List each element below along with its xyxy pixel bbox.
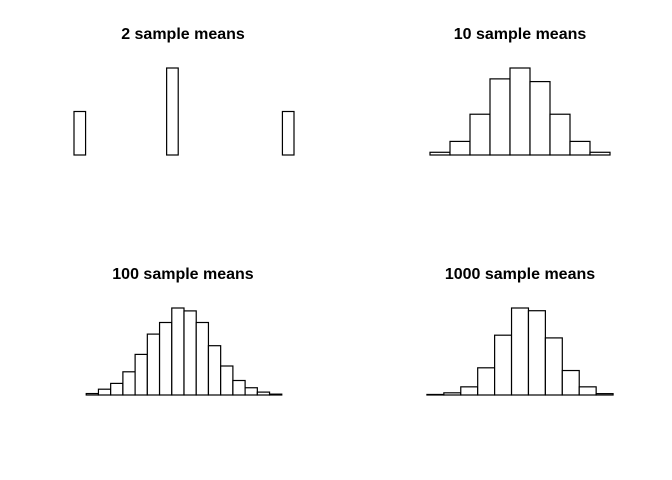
histogram-bar bbox=[527, 310, 546, 396]
histogram-bar bbox=[97, 388, 112, 396]
histogram-bar bbox=[595, 393, 614, 396]
panel-title: 1000 sample means bbox=[445, 266, 595, 283]
histogram-bar bbox=[569, 140, 591, 156]
histogram-bar bbox=[134, 353, 148, 396]
panel-title: 10 sample means bbox=[454, 26, 587, 43]
histogram-bar bbox=[166, 67, 179, 156]
histogram-bar bbox=[158, 321, 173, 396]
histogram-bar bbox=[207, 345, 222, 396]
panel-title: 2 sample means bbox=[121, 26, 245, 43]
histogram-bar bbox=[529, 80, 551, 156]
histogram-bar bbox=[494, 334, 513, 396]
histogram-bar bbox=[232, 379, 246, 396]
histogram-bar bbox=[195, 321, 210, 396]
panel-10-sample-means: 10 sample means bbox=[429, 26, 611, 156]
panel-100-sample-means: 100 sample means bbox=[85, 266, 283, 396]
histogram-bar bbox=[85, 392, 100, 396]
histogram-bar bbox=[220, 365, 234, 396]
histogram-bar bbox=[477, 367, 496, 396]
histogram-bar bbox=[146, 333, 161, 396]
histogram-bar bbox=[549, 113, 571, 156]
panel-1000-sample-means: 1000 sample means bbox=[426, 266, 614, 396]
histogram-bar bbox=[510, 307, 530, 396]
histogram-bar bbox=[122, 371, 136, 396]
histogram-bar bbox=[281, 110, 295, 156]
histogram-bar bbox=[256, 391, 271, 396]
histogram-bar bbox=[110, 382, 124, 396]
histogram-bar bbox=[183, 310, 197, 396]
histogram-bar bbox=[426, 393, 445, 396]
panel-2-sample-means: 2 sample means bbox=[73, 26, 295, 156]
panel-title: 100 sample means bbox=[112, 266, 254, 283]
histogram-bar bbox=[489, 78, 511, 156]
histogram-bar bbox=[578, 386, 597, 396]
histogram-bar bbox=[561, 369, 580, 396]
histogram-bar bbox=[544, 337, 563, 396]
histogram-bar bbox=[460, 386, 479, 396]
histogram-bar bbox=[73, 110, 87, 156]
histogram-bar bbox=[171, 307, 185, 396]
histogram-bar bbox=[244, 387, 258, 396]
histogram-bar bbox=[268, 393, 283, 396]
histogram-bar bbox=[443, 392, 462, 396]
histogram-bar bbox=[429, 151, 451, 156]
histogram-bar bbox=[469, 113, 491, 156]
histogram-bar bbox=[449, 140, 471, 156]
histogram-bar bbox=[509, 67, 531, 156]
histogram-bar bbox=[589, 151, 611, 156]
